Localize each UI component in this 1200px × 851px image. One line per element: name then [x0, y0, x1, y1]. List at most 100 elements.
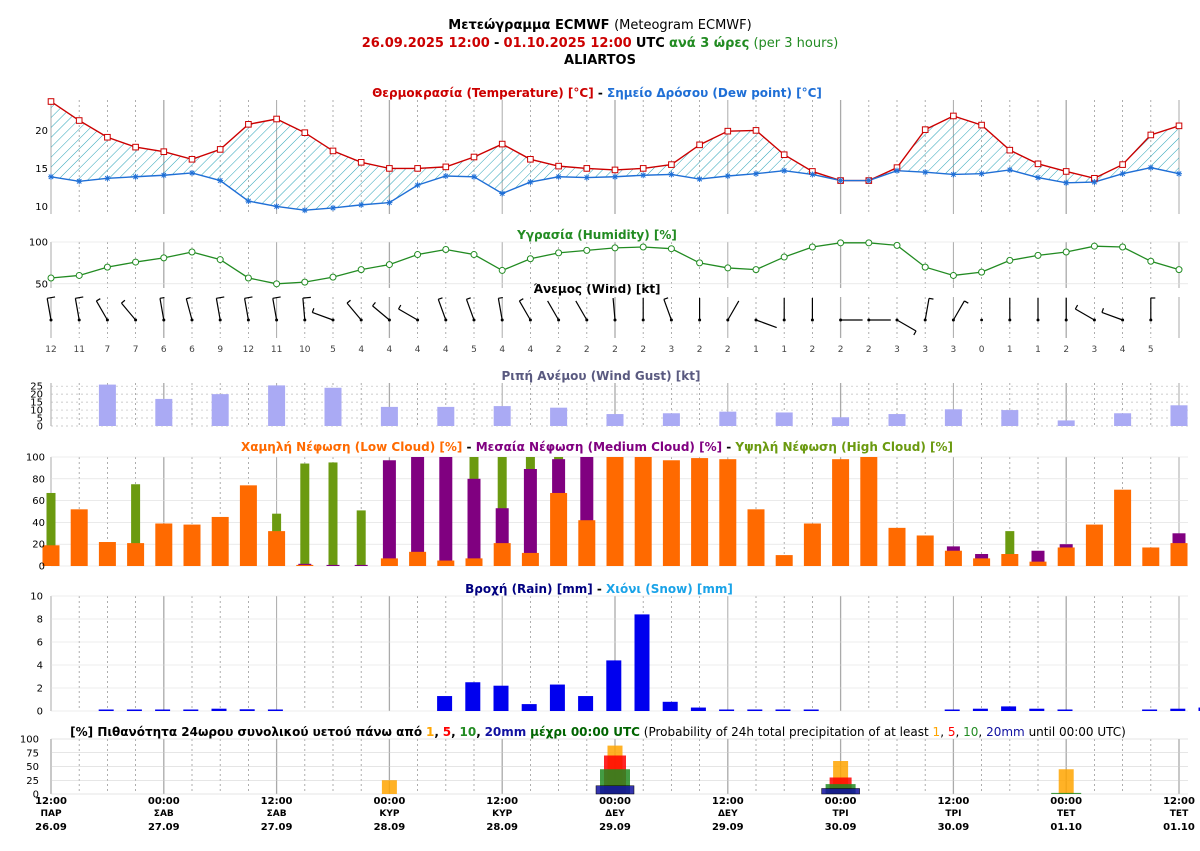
- wind-barb-staff: [398, 308, 418, 321]
- rain-bar: [549, 684, 565, 711]
- temperature-point: [978, 121, 985, 129]
- wind-barb-dot: [1149, 318, 1153, 322]
- temperature-point: [639, 165, 647, 172]
- x-axis-time-label: 00:00: [1050, 796, 1082, 807]
- low-cloud-bar: [803, 523, 821, 566]
- dewpoint-star-stroke: [838, 178, 844, 184]
- high-cloud-bar: [131, 484, 141, 566]
- step-greek: ανά 3 ώρες: [668, 36, 750, 51]
- wind-barb-staff: [575, 300, 588, 321]
- precip-y-tick-label: 6: [37, 638, 43, 649]
- wind-barb: [159, 296, 166, 322]
- dewpoint-point: [189, 169, 195, 176]
- humidity-point: [132, 258, 140, 266]
- low-cloud-bar: [550, 492, 568, 566]
- wind-barb-staff: [302, 298, 306, 321]
- wind-barb-staff: [612, 298, 616, 321]
- wind-barb-dot: [754, 318, 758, 322]
- wind-speed-label: 4: [415, 345, 421, 355]
- dewpoint-star-stroke: [725, 173, 731, 179]
- wind-speed-label: 7: [105, 345, 111, 355]
- temperature-point: [1147, 131, 1155, 139]
- humidity-point: [216, 256, 224, 264]
- wind-barb-dot: [162, 318, 166, 322]
- temperature-point: [1175, 122, 1183, 130]
- wind-barb-feather: [302, 296, 311, 299]
- x-axis-date-label: 01.10: [1163, 822, 1195, 833]
- gust-bar: [380, 406, 398, 426]
- wind-barb: [839, 318, 863, 322]
- wind-barb-dot: [810, 318, 814, 322]
- dewpoint-point: [724, 173, 731, 179]
- high-cloud-bar: [356, 510, 366, 566]
- probability-y-tick-label: 25: [26, 776, 39, 787]
- low-cloud-bar: [239, 485, 257, 566]
- wind-speed-label: 3: [951, 345, 957, 355]
- wind-barb-dot: [444, 318, 448, 322]
- wind-barb-dot: [641, 318, 645, 322]
- dewpoint-point: [1006, 166, 1013, 173]
- wind-barb: [1074, 304, 1096, 322]
- wind-barb-feather: [121, 299, 126, 304]
- dewpoint-star-stroke: [443, 173, 449, 179]
- temperature-point: [245, 121, 252, 128]
- low-cloud-bar: [409, 551, 427, 566]
- wind-barb-staff: [1101, 311, 1123, 321]
- cloud-y-tick-label: 60: [32, 496, 45, 507]
- gust-bar: [1114, 413, 1132, 426]
- dewpoint-point: [104, 175, 111, 182]
- x-axis-day-label: ΤΡΙ: [833, 809, 849, 819]
- wind-barb-staff: [120, 302, 137, 321]
- temperature-point: [329, 147, 337, 155]
- medium-cloud-bar: [523, 468, 537, 566]
- humidity-point: [555, 249, 563, 257]
- low-cloud-bar: [1142, 547, 1160, 566]
- temperature-point: [921, 126, 929, 133]
- wind-barb-dot: [49, 318, 53, 322]
- temperature-point: [555, 162, 562, 170]
- x-axis-date-label: 30.09: [938, 822, 970, 833]
- wind-barb: [302, 296, 311, 322]
- dewpoint-point: [809, 171, 816, 178]
- humidity-point: [837, 239, 845, 247]
- wind-barb-staff: [924, 298, 930, 321]
- wind-barb-dot: [895, 318, 899, 322]
- rain-bar: [183, 709, 199, 711]
- wind-barb-dot: [303, 318, 307, 322]
- humidity-point: [1147, 257, 1155, 265]
- cloud-y-tick-label: 20: [32, 540, 45, 551]
- wind-barb: [867, 318, 891, 322]
- wind-barb-dot: [1036, 318, 1040, 322]
- humidity-point: [329, 273, 337, 281]
- dewpoint-point: [950, 171, 957, 178]
- wind-barb-feather: [466, 297, 471, 300]
- dewpoint-star-stroke: [499, 190, 505, 197]
- wind-barb-feather: [75, 296, 84, 299]
- precip-y-tick-label: 10: [30, 592, 43, 603]
- wind-barb-staff: [372, 305, 390, 321]
- temperature-point: [1119, 161, 1126, 168]
- humidity-point: [949, 271, 957, 279]
- wind-barb-dot: [867, 318, 871, 322]
- x-axis-time-label: 12:00: [937, 796, 969, 807]
- gust-bar: [944, 409, 962, 426]
- rain-bar: [239, 709, 255, 711]
- gust-bar: [888, 414, 906, 426]
- date-dash: -: [494, 36, 500, 51]
- dewpoint-point: [978, 170, 985, 177]
- wind-barb-dot: [669, 318, 673, 322]
- precip-y-tick-label: 2: [37, 684, 43, 695]
- wind-barb-dot: [1121, 318, 1125, 322]
- cloud-y-tick-label: 80: [32, 474, 45, 485]
- wind-speed-label: 0: [979, 345, 985, 355]
- wind-barb-feather: [311, 308, 315, 313]
- wind-barb: [575, 300, 589, 322]
- wind-speed-label: 2: [866, 345, 872, 355]
- wind-speed-label: 1: [1035, 345, 1041, 355]
- temperature-point: [696, 141, 703, 149]
- dewpoint-point: [330, 204, 336, 211]
- low-cloud-bar: [916, 535, 934, 566]
- low-cloud-bar: [662, 460, 680, 566]
- humidity-point: [385, 261, 393, 269]
